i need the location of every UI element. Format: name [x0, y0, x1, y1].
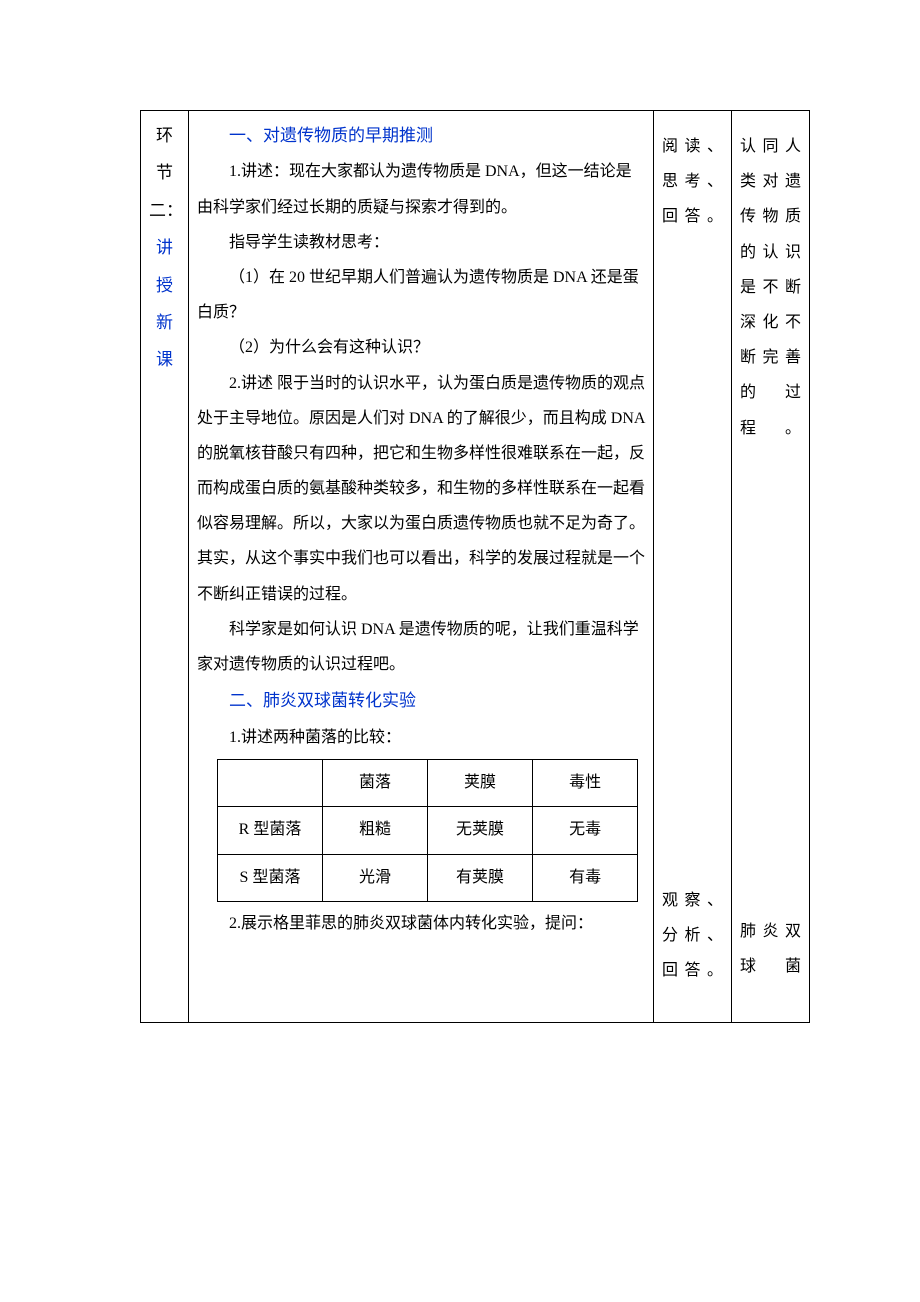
- stage-title: 讲授新课: [149, 229, 180, 379]
- cell-r-name: R 型菌落: [218, 807, 323, 854]
- cell-s-colony: 光滑: [323, 854, 428, 901]
- table-header-row: 菌落 荚膜 毒性: [218, 759, 638, 806]
- stage-number: 环节二：: [149, 117, 180, 229]
- spacer: [740, 117, 801, 129]
- cell-s-name: S 型菌落: [218, 854, 323, 901]
- th-toxicity: 毒性: [533, 759, 638, 806]
- page-container: 环节二： 讲授新课 一、对遗传物质的早期推测 1.讲述：现在大家都认为遗传物质是…: [0, 0, 920, 1063]
- th-blank: [218, 759, 323, 806]
- student-activity-cell: 阅读、思考、回答。 观察、分析、回答。: [654, 111, 732, 1023]
- section-1-q2: （2）为什么会有这种认识？: [197, 330, 645, 365]
- table-row: 环节二： 讲授新课 一、对遗传物质的早期推测 1.讲述：现在大家都认为遗传物质是…: [141, 111, 810, 1023]
- table-row-r: R 型菌落 粗糙 无荚膜 无毒: [218, 807, 638, 854]
- cell-r-toxicity: 无毒: [533, 807, 638, 854]
- table-row-s: S 型菌落 光滑 有荚膜 有毒: [218, 854, 638, 901]
- section-2-p1: 1.讲述两种菌落的比较：: [197, 720, 645, 755]
- lesson-plan-table: 环节二： 讲授新课 一、对遗传物质的早期推测 1.讲述：现在大家都认为遗传物质是…: [140, 110, 810, 1023]
- cell-s-capsule: 有荚膜: [428, 854, 533, 901]
- section-1-p4: 科学家是如何认识 DNA 是遗传物质的呢，让我们重温科学家对遗传物质的认识过程吧…: [197, 612, 645, 682]
- stage-label-cell: 环节二： 讲授新课: [141, 111, 189, 1023]
- cell-r-colony: 粗糙: [323, 807, 428, 854]
- th-colony: 菌落: [323, 759, 428, 806]
- section-1-p3: 2.讲述 限于当时的认识水平，认为蛋白质是遗传物质的观点处于主导地位。原因是人们…: [197, 366, 645, 612]
- activity-block-1: 阅读、思考、回答。: [662, 129, 723, 235]
- cell-s-toxicity: 有毒: [533, 854, 638, 901]
- th-capsule: 荚膜: [428, 759, 533, 806]
- main-content-cell: 一、对遗传物质的早期推测 1.讲述：现在大家都认为遗传物质是 DNA，但这一结论…: [189, 111, 654, 1023]
- intent-block-1: 认同人类对遗传物质的认识是不断深化不断完善的过程。: [740, 129, 801, 446]
- section-1-p2: 指导学生读教材思考：: [197, 225, 645, 260]
- spacer: [662, 263, 723, 883]
- bacteria-comparison-table: 菌落 荚膜 毒性 R 型菌落 粗糙 无荚膜 无毒 S 型菌落 光滑 有荚膜: [217, 759, 638, 902]
- spacer: [740, 474, 801, 914]
- activity-block-2: 观察、分析、回答。: [662, 883, 723, 989]
- cell-r-capsule: 无荚膜: [428, 807, 533, 854]
- section-1-q1: （1）在 20 世纪早期人们普遍认为遗传物质是 DNA 还是蛋白质？: [197, 260, 645, 330]
- design-intent-cell: 认同人类对遗传物质的认识是不断深化不断完善的过程。 肺炎双球菌: [732, 111, 810, 1023]
- spacer: [662, 117, 723, 129]
- section-2-heading: 二、肺炎双球菌转化实验: [197, 682, 645, 719]
- intent-block-2: 肺炎双球菌: [740, 914, 801, 984]
- section-1-heading: 一、对遗传物质的早期推测: [197, 117, 645, 154]
- section-1-p1: 1.讲述：现在大家都认为遗传物质是 DNA，但这一结论是由科学家们经过长期的质疑…: [197, 154, 645, 224]
- section-2-p2: 2.展示格里菲思的肺炎双球菌体内转化实验，提问：: [197, 906, 645, 941]
